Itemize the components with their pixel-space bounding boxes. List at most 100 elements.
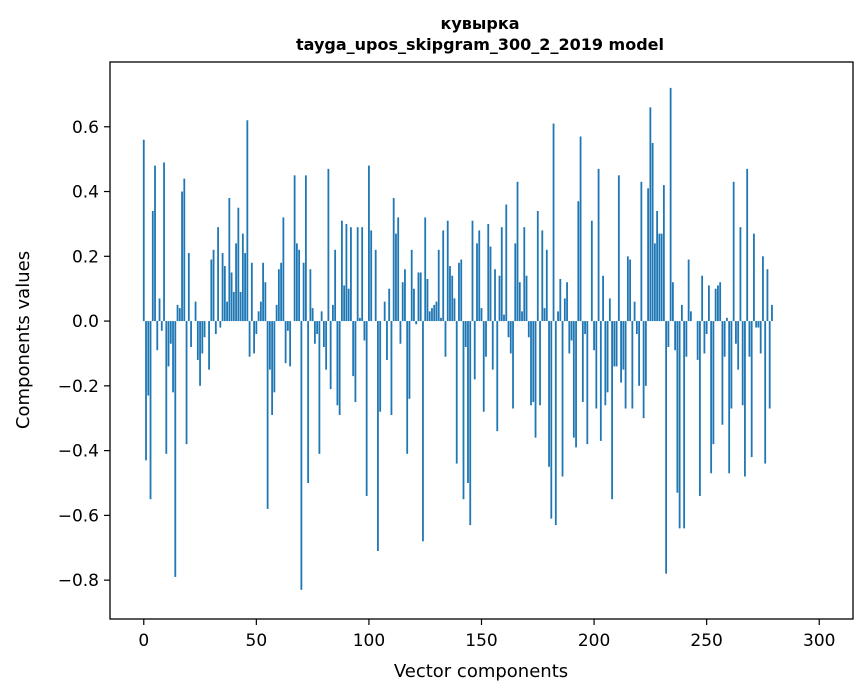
bar-268 [746, 168, 749, 322]
bar-228 [656, 210, 659, 322]
bar-67 [293, 175, 296, 322]
bar-143 [464, 321, 467, 347]
bar-148 [476, 243, 478, 322]
bar-91 [347, 288, 350, 322]
bar-60 [277, 269, 280, 322]
bar-120 [413, 288, 415, 322]
bar-121 [415, 321, 418, 325]
bar-263 [735, 321, 737, 344]
bar-151 [482, 321, 485, 412]
bar-208 [611, 321, 613, 500]
bar-209 [613, 321, 616, 367]
bar-57 [271, 321, 274, 415]
bar-65 [289, 321, 292, 367]
bar-33 [217, 227, 219, 322]
bar-49 [253, 321, 255, 354]
bar-127 [428, 311, 431, 322]
x-tick-label: 50 [246, 631, 268, 651]
bar-217 [631, 321, 634, 409]
bar-122 [417, 272, 420, 322]
bar-166 [516, 181, 519, 322]
bar-153 [487, 223, 490, 322]
bar-146 [471, 220, 474, 322]
bar-17 [181, 191, 183, 322]
bar-84 [332, 304, 334, 322]
bar-116 [404, 269, 406, 322]
bar-58 [273, 321, 276, 393]
bar-196 [584, 321, 586, 335]
bar-128 [431, 308, 433, 322]
bar-185 [559, 278, 562, 322]
bar-168 [521, 311, 523, 322]
bar-216 [629, 259, 631, 322]
bar-99 [365, 321, 368, 496]
bar-158 [498, 275, 501, 322]
bar-54 [264, 282, 267, 322]
bar-250 [705, 321, 708, 335]
bar-271 [753, 233, 755, 322]
bar-48 [250, 262, 253, 322]
bar-222 [642, 321, 645, 419]
bar-144 [467, 321, 469, 483]
bar-205 [604, 321, 607, 406]
bar-77 [316, 321, 319, 335]
bar-248 [701, 275, 704, 322]
bar-59 [275, 304, 278, 322]
bar-137 [451, 275, 454, 322]
x-tick-label: 250 [690, 631, 722, 651]
bar-98 [363, 321, 366, 341]
bar-115 [401, 282, 404, 322]
bar-223 [644, 321, 647, 386]
bar-30 [210, 259, 213, 322]
bar-232 [665, 321, 668, 574]
bar-138 [453, 298, 456, 322]
bar-6 [156, 321, 159, 351]
bar-246 [696, 321, 699, 360]
bar-14 [174, 321, 177, 577]
bar-265 [739, 227, 742, 322]
bar-264 [737, 321, 740, 370]
bar-164 [512, 321, 514, 409]
bar-0 [142, 139, 145, 322]
bar-247 [699, 321, 701, 496]
bar-52 [259, 301, 262, 322]
bar-53 [262, 262, 264, 322]
bar-162 [507, 321, 510, 338]
bar-194 [579, 136, 582, 322]
bar-182 [552, 123, 555, 322]
bar-117 [406, 321, 409, 454]
bar-239 [680, 304, 683, 322]
bar-202 [597, 168, 600, 322]
bar-97 [361, 227, 364, 322]
bar-229 [658, 233, 661, 322]
bar-261 [730, 321, 733, 409]
bar-79 [320, 311, 323, 322]
bar-190 [570, 321, 573, 341]
bar-272 [755, 321, 758, 328]
bar-46 [246, 120, 249, 322]
bar-213 [622, 321, 625, 370]
bar-87 [338, 321, 341, 415]
bar-15 [176, 304, 179, 322]
bar-165 [514, 243, 517, 322]
bar-8 [160, 321, 163, 331]
bar-123 [419, 272, 422, 322]
bar-80 [322, 321, 325, 347]
y-tick-label: 0.0 [72, 312, 99, 332]
bar-214 [624, 321, 627, 409]
bar-176 [539, 321, 541, 406]
bar-184 [557, 311, 559, 322]
bar-61 [280, 262, 283, 322]
bar-50 [255, 321, 258, 335]
bar-55 [266, 321, 269, 509]
bar-178 [543, 308, 546, 322]
bar-142 [462, 321, 465, 500]
bar-186 [561, 321, 564, 477]
bar-110 [390, 321, 393, 415]
x-tick-label: 100 [353, 631, 385, 651]
bar-233 [667, 321, 670, 347]
bar-108 [386, 321, 388, 360]
bar-36 [223, 266, 226, 322]
bar-201 [595, 321, 598, 409]
bar-34 [219, 321, 222, 328]
